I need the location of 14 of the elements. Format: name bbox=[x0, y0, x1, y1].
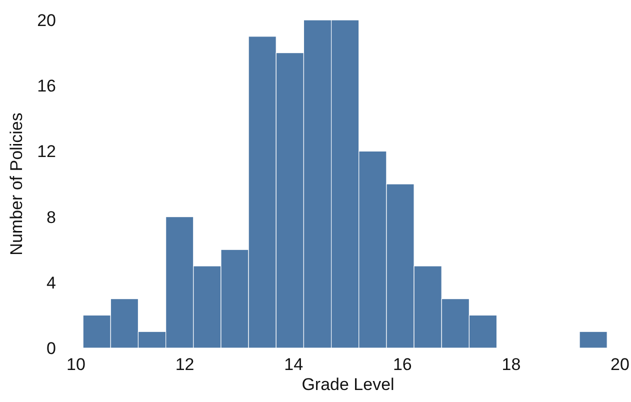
y-tick-label: 16 bbox=[37, 76, 56, 96]
x-tick-label: 10 bbox=[66, 355, 86, 374]
y-tick-label: 4 bbox=[46, 273, 56, 292]
x-tick-label: 16 bbox=[392, 355, 412, 374]
x-tick-label: 12 bbox=[175, 355, 194, 374]
y-tick-label: 12 bbox=[37, 142, 56, 162]
y-axis-title: Number of Policies bbox=[7, 112, 26, 256]
y-tick-label: 8 bbox=[46, 208, 56, 227]
x-tick-label: 18 bbox=[502, 355, 521, 374]
x-tick-label: 14 bbox=[284, 355, 304, 374]
y-tick-label: 20 bbox=[37, 10, 56, 30]
y-tick-label: 0 bbox=[46, 338, 56, 358]
x-tick-label: 20 bbox=[610, 355, 630, 374]
x-axis-title: Grade Level bbox=[302, 375, 394, 394]
